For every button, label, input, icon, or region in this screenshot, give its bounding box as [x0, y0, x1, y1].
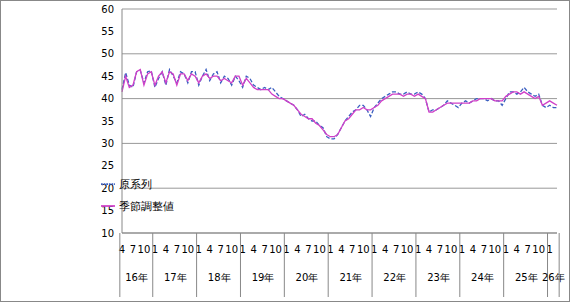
svg-text:4: 4: [294, 244, 300, 255]
svg-text:21年: 21年: [339, 272, 362, 283]
svg-text:10: 10: [357, 244, 370, 255]
svg-text:7: 7: [525, 244, 531, 255]
svg-text:17年: 17年: [164, 272, 187, 283]
svg-text:1: 1: [458, 244, 466, 255]
svg-text:10: 10: [445, 244, 458, 255]
svg-text:1: 1: [151, 244, 159, 255]
svg-text:4: 4: [207, 244, 213, 255]
svg-text:7: 7: [174, 244, 180, 255]
svg-text:7: 7: [481, 244, 487, 255]
svg-text:4: 4: [163, 244, 169, 255]
svg-text:25: 25: [101, 160, 114, 171]
svg-text:4: 4: [338, 244, 344, 255]
svg-text:1: 1: [414, 244, 422, 255]
svg-text:10: 10: [138, 244, 151, 255]
svg-text:55: 55: [101, 26, 114, 37]
svg-text:10: 10: [401, 244, 414, 255]
svg-text:4: 4: [470, 244, 476, 255]
svg-text:1: 1: [371, 244, 378, 255]
svg-text:10: 10: [532, 244, 545, 255]
html-text:原系列: 原系列: [119, 178, 152, 191]
svg-text:60: 60: [101, 4, 114, 15]
svg-text:40: 40: [101, 93, 114, 104]
svg-text:10: 10: [181, 244, 194, 255]
svg-text:10: 10: [101, 228, 114, 239]
svg-text:23年: 23年: [427, 272, 450, 283]
svg-text:10: 10: [488, 244, 501, 255]
svg-text:15: 15: [101, 205, 114, 216]
svg-text:1: 1: [502, 244, 509, 255]
svg-text:7: 7: [437, 244, 443, 255]
svg-text:50: 50: [101, 48, 114, 59]
svg-text:35: 35: [101, 116, 114, 127]
svg-text:1: 1: [239, 244, 246, 255]
svg-text:10: 10: [269, 244, 282, 255]
svg-text:1: 1: [327, 244, 334, 255]
svg-text:1: 1: [195, 244, 202, 255]
svg-text:7: 7: [130, 244, 136, 255]
svg-text:24年: 24年: [471, 272, 494, 283]
svg-text:18年: 18年: [208, 272, 231, 283]
svg-text:16年: 16年: [125, 272, 148, 283]
svg-text:22年: 22年: [383, 272, 406, 283]
svg-text:19年: 19年: [252, 272, 275, 283]
svg-text:4: 4: [382, 244, 388, 255]
svg-text:7: 7: [393, 244, 399, 255]
html-text:季節調整値: 季節調整値: [119, 200, 174, 213]
svg-text:4: 4: [118, 244, 126, 255]
svg-text:30: 30: [101, 138, 114, 149]
svg-text:20: 20: [101, 183, 114, 194]
svg-text:10: 10: [225, 244, 238, 255]
svg-text:1: 1: [283, 244, 290, 255]
svg-text:7: 7: [261, 244, 267, 255]
svg-text:7: 7: [349, 244, 355, 255]
svg-text:1: 1: [546, 244, 553, 255]
svg-text:10: 10: [313, 244, 326, 255]
svg-text:4: 4: [250, 244, 256, 255]
svg-text:7: 7: [305, 244, 311, 255]
svg-text:4: 4: [426, 244, 432, 255]
svg-text:4: 4: [514, 244, 520, 255]
svg-text:45: 45: [101, 71, 114, 82]
svg-text:7: 7: [218, 244, 224, 255]
svg-text:25年: 25年: [515, 272, 538, 283]
svg-text:20年: 20年: [296, 272, 319, 283]
